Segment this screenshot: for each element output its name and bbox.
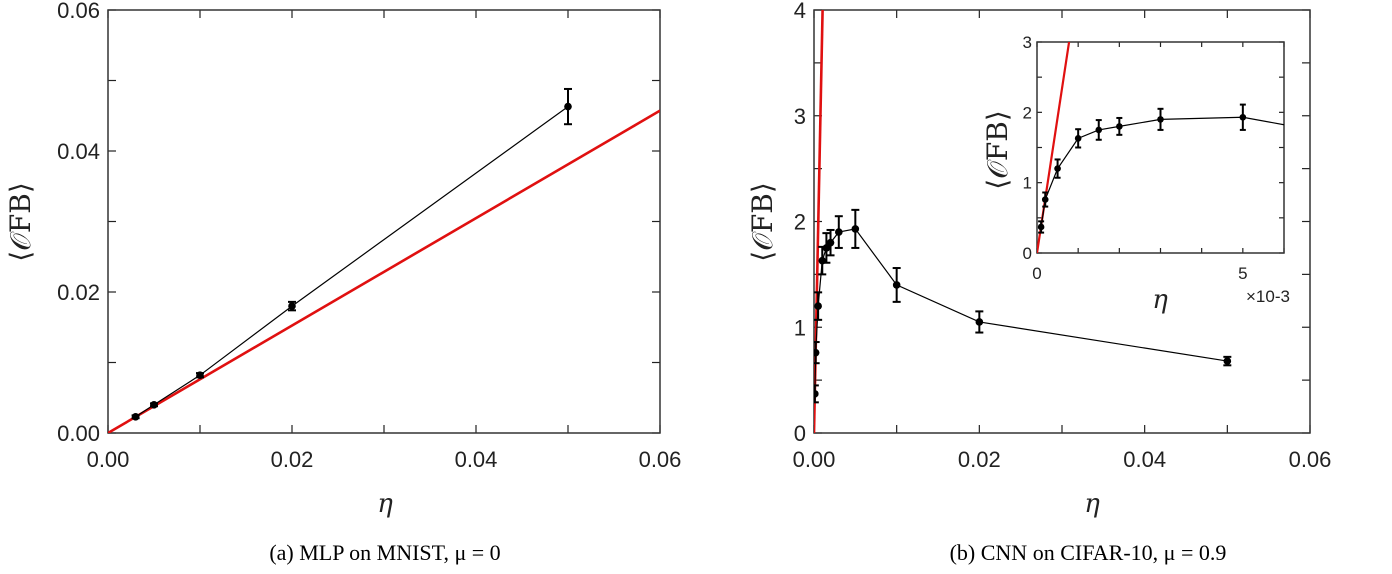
b-x-tick-label: 0.06 <box>1289 447 1332 472</box>
inset-data-point <box>1041 196 1049 203</box>
b-y-tick-label: 2 <box>794 210 806 235</box>
a-theory-line <box>108 109 660 433</box>
a-x-tick-label: 0.02 <box>271 447 314 472</box>
b-data-point <box>892 281 901 289</box>
inset-x-axis-label: η <box>1152 285 1168 315</box>
b-data-point <box>814 302 822 310</box>
inset-data-point <box>1037 223 1045 231</box>
panel-a-mlp-mnist: 0.00 0.02 0.04 0.06 0.00 0.02 0.04 0.06 η ⟨𝒪FB⟩ <box>4 0 681 519</box>
b-y-tick-label: 4 <box>794 0 806 23</box>
b-series-group <box>814 10 1232 433</box>
a-plot-frame <box>107 9 661 434</box>
panel-b-cnn-cifar10: 0.00 0.02 0.04 0.06 0 1 2 3 4 η ⟨𝒪FB⟩ <box>746 0 1331 519</box>
b-data-point <box>1223 357 1232 365</box>
inset-y-tick-label: 1 <box>1023 174 1032 193</box>
b-x-axis-label: η <box>1084 489 1100 519</box>
a-data-point <box>131 412 140 421</box>
inset-data-point <box>1157 116 1164 123</box>
inset-y-tick-label: 2 <box>1023 103 1032 122</box>
inset-x-multiplier: ×10-3 <box>1246 287 1290 306</box>
inset-data-point <box>1074 135 1082 142</box>
inset-x-tick-label: 0 <box>1032 264 1041 283</box>
inset-series-group <box>1037 42 1284 253</box>
a-x-tick-label: 0.06 <box>639 447 682 472</box>
b-data-point <box>814 348 820 357</box>
b-y-tick-label: 1 <box>794 315 806 340</box>
inset-y-tick-label: 3 <box>1023 33 1032 52</box>
b-data-point <box>822 244 831 252</box>
a-y-tick-label: 0.00 <box>57 421 100 446</box>
inset-data-point <box>1095 126 1103 134</box>
a-y-tick-label: 0.04 <box>57 139 100 164</box>
a-data-point <box>564 102 572 111</box>
b-data-point <box>814 390 819 398</box>
a-y-tick-label: 0.06 <box>57 0 100 23</box>
a-data-point <box>150 401 158 409</box>
b-y-tick-label: 3 <box>794 104 806 129</box>
b-plot-frame <box>813 9 1311 434</box>
b-data-point <box>851 225 860 233</box>
panel-b-inset: 0 5 0 1 2 3 η ×10-3 ⟨𝒪FB⟩ <box>981 33 1290 315</box>
b-x-tick-label: 0.02 <box>958 447 1001 472</box>
a-y-tick-label: 0.02 <box>57 280 100 305</box>
a-series-group <box>108 87 660 433</box>
inset-background <box>1037 42 1284 253</box>
a-data-point <box>196 371 204 379</box>
inset-y-tick-label: 0 <box>1023 244 1032 263</box>
b-data-point <box>975 318 984 326</box>
b-data-point <box>826 238 835 247</box>
inset-data-point <box>1116 123 1123 130</box>
inset-data-point <box>1054 165 1061 172</box>
caption-b: (b) CNN on CIFAR-10, μ = 0.9 <box>950 540 1227 565</box>
b-y-axis-label: ⟨𝒪FB⟩ <box>746 182 779 262</box>
a-x-axis-label: η <box>377 489 393 519</box>
a-data-point <box>288 302 296 310</box>
caption-a: (a) MLP on MNIST, μ = 0 <box>269 540 500 565</box>
a-measured-line <box>135 106 569 418</box>
inset-y-axis-label: ⟨𝒪FB⟩ <box>981 110 1014 190</box>
inset-x-tick-label: 5 <box>1238 264 1247 283</box>
inset-plot-frame <box>1036 41 1285 254</box>
a-x-tick-label: 0.00 <box>87 447 130 472</box>
b-x-tick-label: 0.00 <box>793 447 836 472</box>
a-y-axis-label: ⟨𝒪FB⟩ <box>4 182 37 262</box>
b-data-point <box>835 228 843 236</box>
b-x-tick-label: 0.04 <box>1123 447 1166 472</box>
a-x-tick-label: 0.04 <box>455 447 498 472</box>
b-y-tick-label: 0 <box>794 421 806 446</box>
inset-data-point <box>1239 113 1247 121</box>
